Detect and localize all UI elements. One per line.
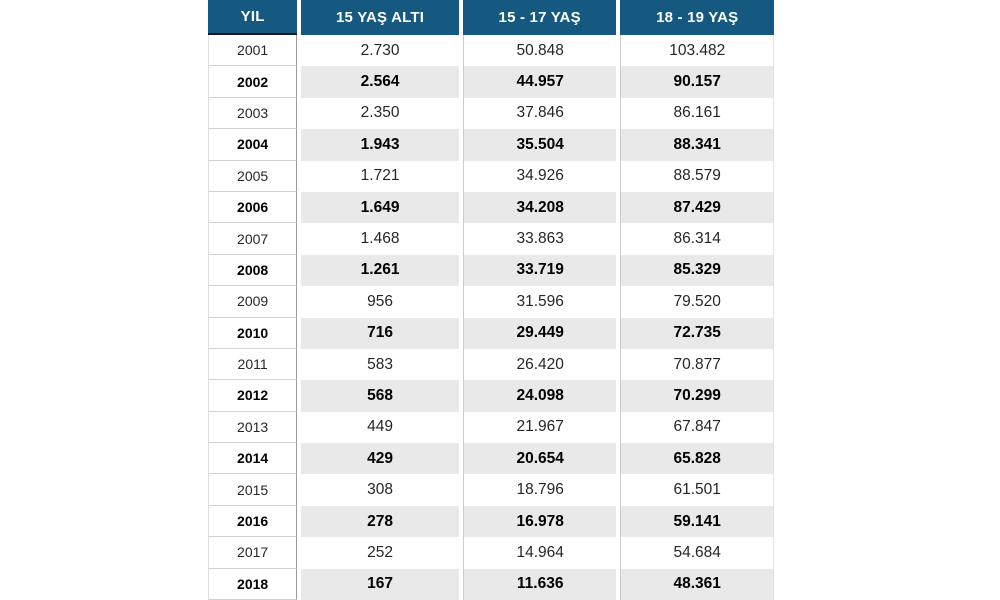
value-cell-under-15: 2.730 (301, 35, 459, 67)
table-row: 2010 716 29.449 72.735 (208, 317, 774, 349)
header-row: YIL 15 YAŞ ALTI 15 - 17 YAŞ 18 - 19 YAŞ (208, 0, 774, 35)
value-cell-15-17: 16.978 (462, 505, 617, 538)
year-cell: 2005 (208, 160, 298, 192)
value-cell-under-15: 716 (301, 317, 459, 349)
value-cell-under-15: 1.943 (301, 129, 459, 161)
table-row: 2009 956 31.596 79.520 (208, 286, 774, 318)
value-cell-under-15: 167 (301, 568, 459, 600)
column-header-18-19: 18 - 19 YAŞ (620, 0, 774, 35)
value-cell-15-17: 20.654 (462, 443, 617, 475)
table-row: 2018 167 11.636 48.361 (208, 568, 774, 600)
year-cell: 2012 (208, 380, 298, 412)
table-body: 2001 2.730 50.848 103.482 2002 2.564 44.… (208, 35, 774, 600)
value-cell-15-17: 24.098 (462, 380, 617, 412)
value-cell-15-17: 33.863 (462, 223, 617, 255)
value-cell-18-19: 103.482 (620, 35, 774, 67)
value-cell-15-17: 50.848 (462, 35, 617, 67)
year-cell: 2001 (208, 35, 298, 67)
value-cell-under-15: 568 (301, 380, 459, 412)
value-cell-15-17: 31.596 (462, 286, 617, 318)
value-cell-under-15: 1.261 (301, 254, 459, 287)
value-cell-15-17: 29.449 (462, 317, 617, 349)
value-cell-18-19: 61.501 (620, 474, 774, 506)
year-cell: 2015 (208, 474, 298, 506)
value-cell-15-17: 11.636 (462, 568, 617, 600)
value-cell-under-15: 2.350 (301, 97, 459, 130)
year-cell: 2009 (208, 286, 298, 318)
value-cell-18-19: 67.847 (620, 411, 774, 444)
value-cell-under-15: 278 (301, 505, 459, 538)
value-cell-15-17: 21.967 (462, 411, 617, 444)
value-cell-18-19: 88.341 (620, 129, 774, 161)
year-cell: 2018 (208, 568, 298, 600)
value-cell-15-17: 37.846 (462, 97, 617, 130)
table-row: 2013 449 21.967 67.847 (208, 411, 774, 444)
value-cell-18-19: 87.429 (620, 191, 774, 224)
table-row: 2001 2.730 50.848 103.482 (208, 35, 774, 67)
value-cell-18-19: 88.579 (620, 160, 774, 192)
value-cell-18-19: 72.735 (620, 317, 774, 349)
value-cell-18-19: 48.361 (620, 568, 774, 600)
year-cell: 2010 (208, 317, 298, 349)
year-cell: 2007 (208, 223, 298, 255)
year-cell: 2016 (208, 505, 298, 538)
value-cell-18-19: 85.329 (620, 254, 774, 287)
value-cell-18-19: 70.877 (620, 348, 774, 381)
column-header-15-17: 15 - 17 YAŞ (462, 0, 617, 35)
value-cell-15-17: 33.719 (462, 254, 617, 287)
value-cell-18-19: 90.157 (620, 66, 774, 98)
value-cell-under-15: 1.649 (301, 191, 459, 224)
value-cell-15-17: 34.208 (462, 191, 617, 224)
table-row: 2007 1.468 33.863 86.314 (208, 223, 774, 255)
age-year-statistics-table: YIL 15 YAŞ ALTI 15 - 17 YAŞ 18 - 19 YAŞ … (204, 0, 778, 600)
table-row: 2006 1.649 34.208 87.429 (208, 191, 774, 224)
table-row: 2003 2.350 37.846 86.161 (208, 97, 774, 130)
table-row: 2015 308 18.796 61.501 (208, 474, 774, 506)
column-header-yil: YIL (208, 0, 298, 35)
table-row: 2008 1.261 33.719 85.329 (208, 254, 774, 287)
value-cell-under-15: 308 (301, 474, 459, 506)
value-cell-18-19: 86.314 (620, 223, 774, 255)
value-cell-under-15: 449 (301, 411, 459, 444)
year-cell: 2003 (208, 97, 298, 130)
table-row: 2004 1.943 35.504 88.341 (208, 129, 774, 161)
value-cell-under-15: 429 (301, 443, 459, 475)
value-cell-15-17: 35.504 (462, 129, 617, 161)
value-cell-18-19: 59.141 (620, 505, 774, 538)
table-row: 2016 278 16.978 59.141 (208, 505, 774, 538)
year-cell: 2006 (208, 191, 298, 224)
table-row: 2005 1.721 34.926 88.579 (208, 160, 774, 192)
year-cell: 2011 (208, 348, 298, 381)
year-cell: 2013 (208, 411, 298, 444)
year-cell: 2014 (208, 443, 298, 475)
value-cell-under-15: 956 (301, 286, 459, 318)
value-cell-under-15: 252 (301, 537, 459, 569)
value-cell-15-17: 26.420 (462, 348, 617, 381)
value-cell-15-17: 14.964 (462, 537, 617, 569)
table-row: 2011 583 26.420 70.877 (208, 348, 774, 381)
value-cell-18-19: 54.684 (620, 537, 774, 569)
value-cell-under-15: 1.721 (301, 160, 459, 192)
year-cell: 2004 (208, 129, 298, 161)
value-cell-15-17: 18.796 (462, 474, 617, 506)
value-cell-15-17: 34.926 (462, 160, 617, 192)
year-cell: 2008 (208, 254, 298, 287)
table-row: 2012 568 24.098 70.299 (208, 380, 774, 412)
column-header-under-15: 15 YAŞ ALTI (301, 0, 459, 35)
value-cell-under-15: 2.564 (301, 66, 459, 98)
year-cell: 2017 (208, 537, 298, 569)
value-cell-18-19: 79.520 (620, 286, 774, 318)
value-cell-18-19: 65.828 (620, 443, 774, 475)
table-row: 2002 2.564 44.957 90.157 (208, 66, 774, 98)
table-row: 2017 252 14.964 54.684 (208, 537, 774, 569)
value-cell-under-15: 1.468 (301, 223, 459, 255)
value-cell-15-17: 44.957 (462, 66, 617, 98)
year-cell: 2002 (208, 66, 298, 98)
value-cell-under-15: 583 (301, 348, 459, 381)
value-cell-18-19: 70.299 (620, 380, 774, 412)
value-cell-18-19: 86.161 (620, 97, 774, 130)
table-header: YIL 15 YAŞ ALTI 15 - 17 YAŞ 18 - 19 YAŞ (208, 0, 774, 35)
table-row: 2014 429 20.654 65.828 (208, 443, 774, 475)
